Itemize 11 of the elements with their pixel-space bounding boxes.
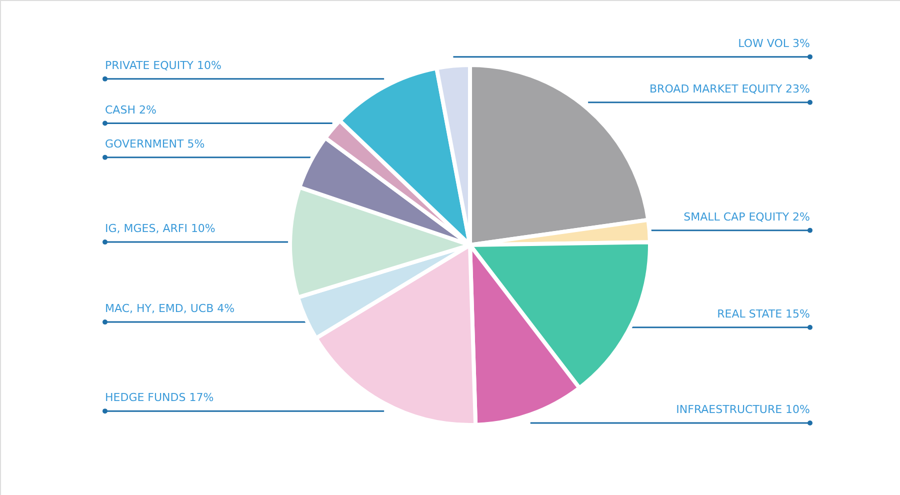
slice-label: HEDGE FUNDS 17% xyxy=(105,391,214,404)
slice-label: GOVERNMENT 5% xyxy=(105,137,205,150)
slice-label: BROAD MARKET EQUITY 23% xyxy=(650,82,810,96)
slice-label: MAC, HY, EMD, UCB 4% xyxy=(105,302,235,316)
slice-label: REAL STATE 15% xyxy=(717,307,810,320)
slice-label: LOW VOL 3% xyxy=(738,36,810,50)
slice-label: IG, MGES, ARFI 10% xyxy=(105,222,216,236)
slice-label: PRIVATE EQUITY 10% xyxy=(105,58,222,72)
slice-label: CASH 2% xyxy=(105,103,156,116)
slice-label: INFRAESTRUCTURE 10% xyxy=(676,403,810,416)
slice-label: SMALL CAP EQUITY 2% xyxy=(684,210,810,224)
